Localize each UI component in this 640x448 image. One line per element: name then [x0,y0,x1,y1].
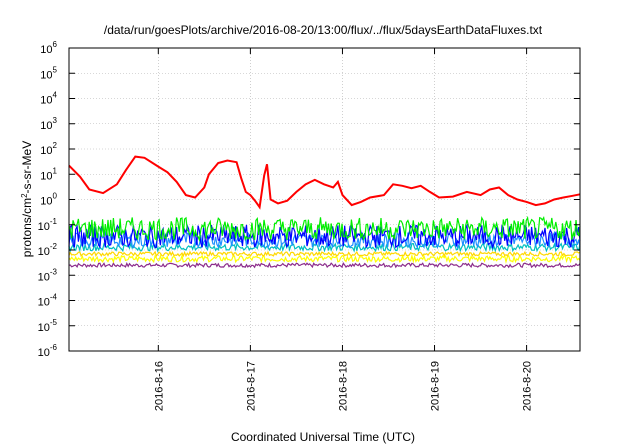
x-axis-label: Coordinated Universal Time (UTC) [231,430,415,444]
x-tick-label: 2016-8-18 [337,361,349,411]
series-line [68,223,581,250]
series-line [68,155,581,210]
series-line [68,253,581,264]
series-line [68,261,581,269]
y-tick-label: 10-2 [38,242,58,258]
y-tick-label: 103 [40,116,57,132]
chart-title: /data/run/goesPlots/archive/2016-08-20/1… [104,23,543,37]
series-line [68,250,581,258]
y-tick-label: 10-5 [38,318,58,334]
x-tick-label: 2016-8-17 [245,361,257,411]
y-tick-label: 106 [40,40,57,56]
y-tick-label: 104 [40,91,57,107]
y-axis: 106 105 104 103 102 101 100 10-1 10-2 10-3 10-4 10-… [38,40,580,359]
series-layer [68,155,581,269]
series-line [68,215,581,243]
x-tick-label: 2016-8-16 [153,361,165,411]
x-tick-label: 2016-8-19 [430,361,442,411]
y-axis-label: protons/cm2-s-sr-MeV [20,141,35,257]
y-tick-label: 105 [40,65,57,81]
y-tick-label: 10-1 [38,217,58,233]
x-tick-label: 2016-8-20 [522,361,534,411]
y-tick-label: 102 [40,141,57,157]
y-tick-label: 10-6 [38,343,58,359]
y-tick-label: 101 [40,166,57,182]
y-tick-label: 10-3 [38,267,58,283]
y-tick-label: 10-4 [38,293,58,309]
x-axis: 2016-8-16 2016-8-17 2016-8-18 2016-8-19 2016… [153,48,534,411]
y-tick-label: 100 [40,192,57,208]
